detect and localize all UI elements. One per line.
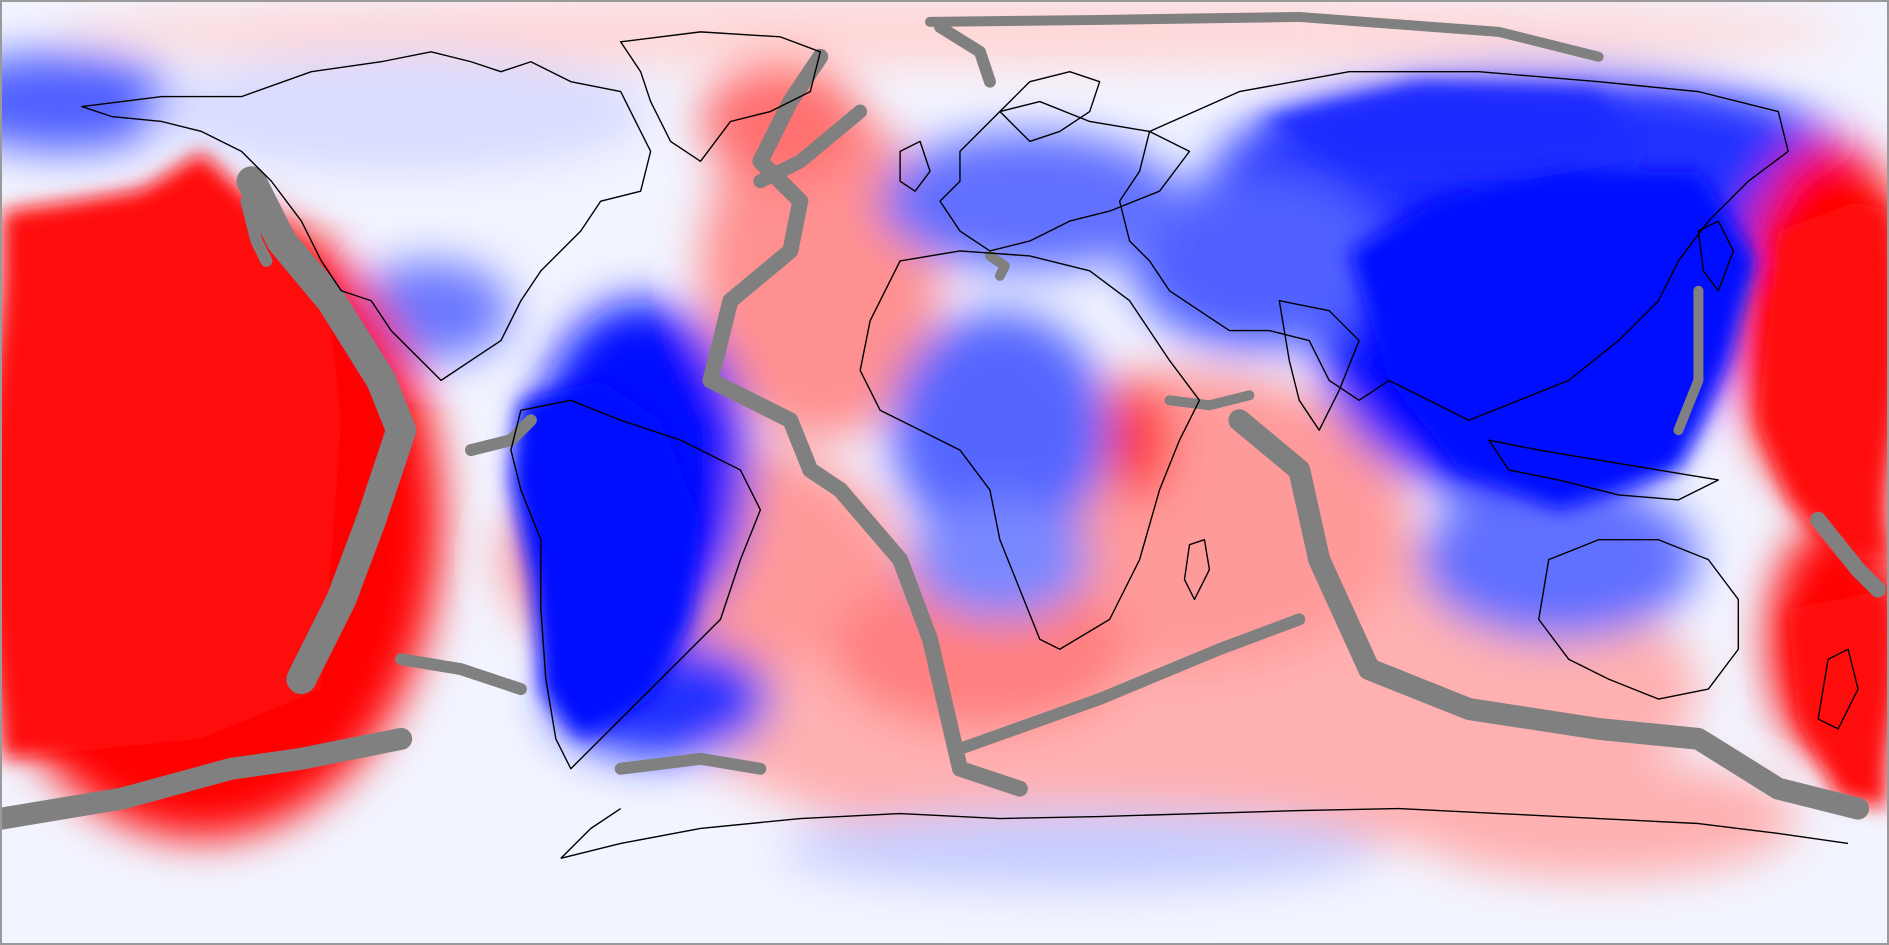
masked-band-mediterranean: [984, 250, 1010, 281]
coastline-greenland: [619, 31, 821, 163]
masked-band-mid-atlantic: [702, 48, 1028, 797]
masked-regions: [2, 11, 1887, 830]
coastline-scandinavia: [999, 71, 1101, 143]
masked-band-southwest-pacific: [1810, 511, 1887, 598]
masked-band-southern-pacific: [2, 727, 413, 830]
coastline-uk: [899, 140, 931, 192]
anomaly-cores: [2, 81, 1887, 809]
masked-band-southwest-indian: [1228, 409, 1870, 820]
coastline-north-america: [81, 51, 652, 382]
masked-band-east-pacific: [236, 166, 417, 695]
coastline-indonesia: [1488, 439, 1720, 501]
coastline-asia: [1118, 71, 1789, 421]
coastline-australia: [1538, 539, 1740, 700]
coastline-europe: [939, 100, 1191, 252]
masked-band-caribbean: [465, 414, 537, 457]
coastline-japan: [1697, 220, 1735, 292]
masked-band-greenland: [753, 104, 868, 189]
masked-band-southeast-indian: [953, 613, 1306, 755]
masked-band-west-pacific: [1673, 285, 1704, 436]
coastline-antarctica: [560, 807, 1849, 860]
masked-band-north-america: [240, 195, 273, 267]
coastline-antarctic-peninsula: [560, 807, 622, 859]
coastline-africa: [859, 250, 1201, 650]
coastline-south-america: [510, 399, 762, 770]
coastline-new-zealand: [1817, 648, 1859, 730]
coastlines: [81, 31, 1859, 860]
masked-band-chile-rise: [395, 653, 527, 696]
coastline-india: [1278, 300, 1360, 431]
masked-band-north-atlantic: [934, 20, 996, 88]
masked-band-scotia: [614, 752, 767, 775]
coastline-madagascar: [1183, 539, 1211, 601]
masked-band-red-sea: [1164, 390, 1255, 411]
masked-band-arctic: [925, 11, 1604, 62]
